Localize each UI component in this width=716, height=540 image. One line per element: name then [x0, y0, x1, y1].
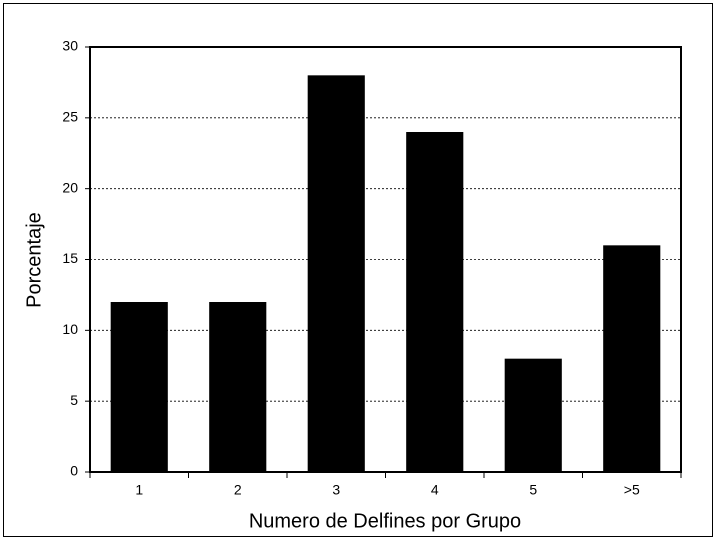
- y-tick-label: 20: [62, 179, 78, 195]
- x-tick-label: 2: [234, 482, 242, 498]
- y-tick-label: 15: [62, 250, 78, 266]
- bar: [504, 358, 562, 472]
- x-tick-label: 5: [529, 482, 537, 498]
- bar: [110, 302, 168, 472]
- y-axis-label: Porcentaje: [23, 212, 45, 308]
- y-tick-label: 30: [62, 38, 78, 54]
- x-tick-label: 4: [431, 482, 439, 498]
- bar: [603, 245, 661, 472]
- y-tick-label: 5: [70, 392, 78, 408]
- bar: [406, 132, 464, 472]
- x-axis-label: Numero de Delfines por Grupo: [249, 510, 521, 532]
- y-tick-label: 0: [70, 463, 78, 479]
- plot-border: [89, 46, 682, 473]
- x-tick-label: 3: [332, 482, 340, 498]
- bar: [307, 75, 365, 472]
- x-tick-label: >5: [624, 482, 640, 498]
- x-tick-label: 1: [135, 482, 143, 498]
- y-tick-label: 10: [62, 321, 78, 337]
- y-tick-label: 25: [62, 109, 78, 125]
- bar: [209, 302, 267, 472]
